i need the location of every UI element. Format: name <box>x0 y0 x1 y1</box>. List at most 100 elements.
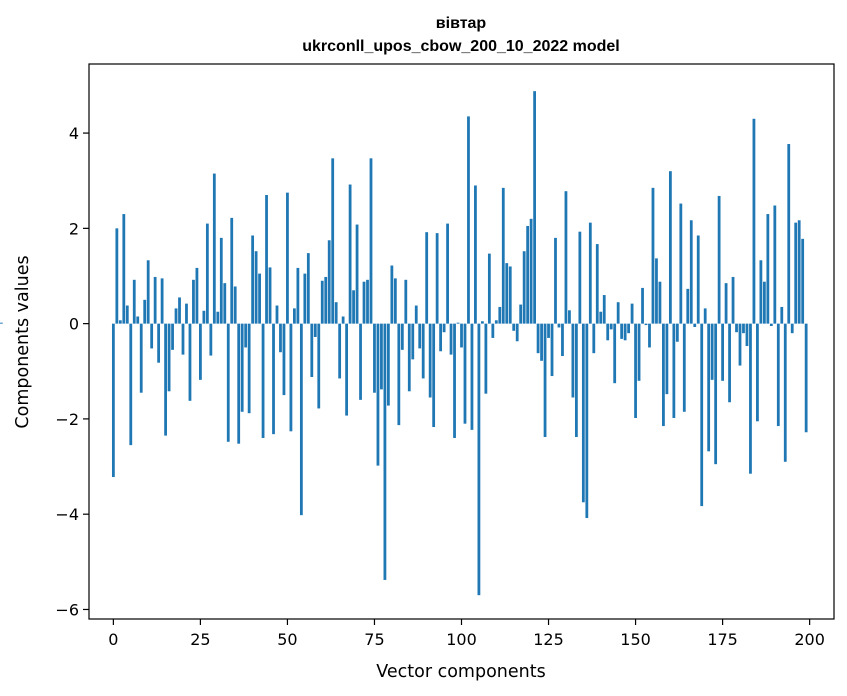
bar-112 <box>501 187 505 324</box>
bar-155 <box>651 187 655 324</box>
bar-142 <box>606 323 610 341</box>
bar-186 <box>759 260 763 324</box>
bar-29 <box>212 173 216 324</box>
bar-119 <box>526 225 530 324</box>
bar-21 <box>185 303 188 324</box>
bar-87 <box>414 305 418 324</box>
bar-81 <box>393 278 397 324</box>
bar-157 <box>658 281 662 324</box>
bar-89 <box>421 323 425 379</box>
bar-176 <box>724 283 728 324</box>
bar-94 <box>439 323 443 352</box>
x-tick-label: 50 <box>277 630 297 649</box>
y-tick-label: 2 <box>69 219 79 238</box>
bar-13 <box>157 323 161 363</box>
x-axis-label: Vector components <box>376 662 545 682</box>
bar-187 <box>762 281 766 324</box>
bar-62 <box>327 240 331 324</box>
bar-150 <box>634 323 637 418</box>
bar-1 <box>115 228 119 324</box>
bar-137 <box>588 222 592 324</box>
bar-162 <box>675 323 679 342</box>
bar-163 <box>679 203 683 324</box>
bar-54 <box>299 323 303 516</box>
y-tick-label: −2 <box>55 410 79 429</box>
x-tick-label: 175 <box>707 630 738 649</box>
bar-153 <box>644 323 648 326</box>
bar-18 <box>174 308 178 324</box>
bar-98 <box>453 323 456 438</box>
bar-37 <box>240 323 244 412</box>
bar-19 <box>178 297 181 324</box>
bar-154 <box>648 323 651 348</box>
bar-84 <box>404 279 408 324</box>
bar-149 <box>630 303 634 324</box>
bar-109 <box>491 323 495 338</box>
bar-68 <box>348 184 352 324</box>
bar-35 <box>233 286 237 324</box>
x-tick-label: 25 <box>190 630 210 649</box>
bar-10 <box>146 260 150 324</box>
bar-185 <box>756 323 759 422</box>
bar-125 <box>547 323 550 338</box>
bar-39 <box>247 323 251 414</box>
bar-199 <box>804 323 808 433</box>
bar-178 <box>731 276 735 324</box>
bar-169 <box>700 323 704 507</box>
bar-91 <box>428 323 432 398</box>
bar-85 <box>407 323 411 392</box>
bar-172 <box>710 323 714 380</box>
bar-99 <box>456 322 460 324</box>
bar-16 <box>167 323 171 392</box>
x-tick-label: 0 <box>108 630 118 649</box>
bar-67 <box>345 323 349 416</box>
bar-78 <box>383 323 387 580</box>
bar-195 <box>790 323 794 334</box>
bar-143 <box>609 323 613 330</box>
bar-88 <box>418 323 422 349</box>
bar-69 <box>352 290 355 324</box>
bar-140 <box>599 311 603 324</box>
bar-65 <box>338 323 342 379</box>
bar-161 <box>672 323 676 418</box>
bar-151 <box>637 323 641 381</box>
bar-121 <box>533 91 536 324</box>
bar-79 <box>387 323 390 406</box>
bar-42 <box>258 273 261 324</box>
bar-49 <box>282 323 286 396</box>
bar-148 <box>627 323 630 334</box>
bar-181 <box>742 323 745 334</box>
bar-44 <box>265 195 268 324</box>
bar-165 <box>686 288 690 324</box>
bar-4 <box>125 305 129 324</box>
bar-31 <box>219 237 223 324</box>
bar-undefined <box>0 322 3 324</box>
x-tick-label: 100 <box>446 630 477 649</box>
bar-146 <box>620 323 624 339</box>
bar-11 <box>150 323 154 349</box>
bar-50 <box>286 192 289 324</box>
bar-198 <box>801 238 805 324</box>
bar-194 <box>787 144 791 324</box>
bar-133 <box>574 323 578 438</box>
bar-0 <box>111 323 115 478</box>
chart-title: вівтар <box>436 15 487 32</box>
bar-182 <box>745 323 749 347</box>
bar-191 <box>776 323 780 427</box>
bar-51 <box>289 323 293 432</box>
bar-45 <box>268 267 272 324</box>
bar-40 <box>251 235 255 324</box>
bar-113 <box>505 263 509 324</box>
bar-123 <box>540 323 543 361</box>
bar-48 <box>279 323 282 353</box>
chart-subtitle: ukrconll_upos_cbow_200_10_2022 model <box>302 38 619 55</box>
bar-38 <box>244 323 248 348</box>
bar-164 <box>682 323 686 412</box>
bar-93 <box>435 233 439 324</box>
bar-116 <box>515 323 519 342</box>
bar-86 <box>411 323 415 360</box>
bar-158 <box>662 323 665 427</box>
bar-96 <box>446 223 449 324</box>
bar-26 <box>202 310 206 324</box>
